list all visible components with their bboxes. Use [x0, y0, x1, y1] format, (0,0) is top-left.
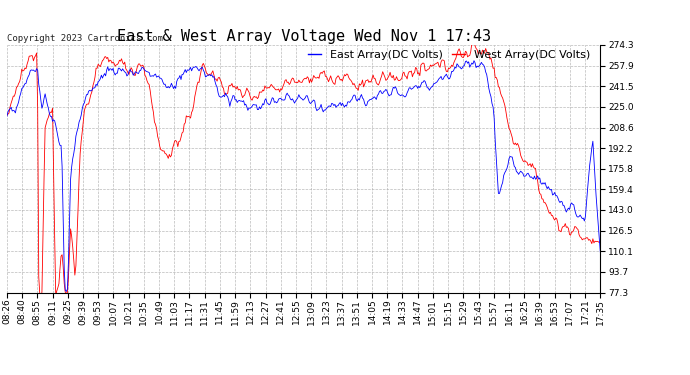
Title: East & West Array Voltage Wed Nov 1 17:43: East & West Array Voltage Wed Nov 1 17:4…: [117, 29, 491, 44]
Text: Copyright 2023 Cartronics.com: Copyright 2023 Cartronics.com: [7, 33, 163, 42]
Legend: East Array(DC Volts), West Array(DC Volts): East Array(DC Volts), West Array(DC Volt…: [304, 46, 595, 64]
